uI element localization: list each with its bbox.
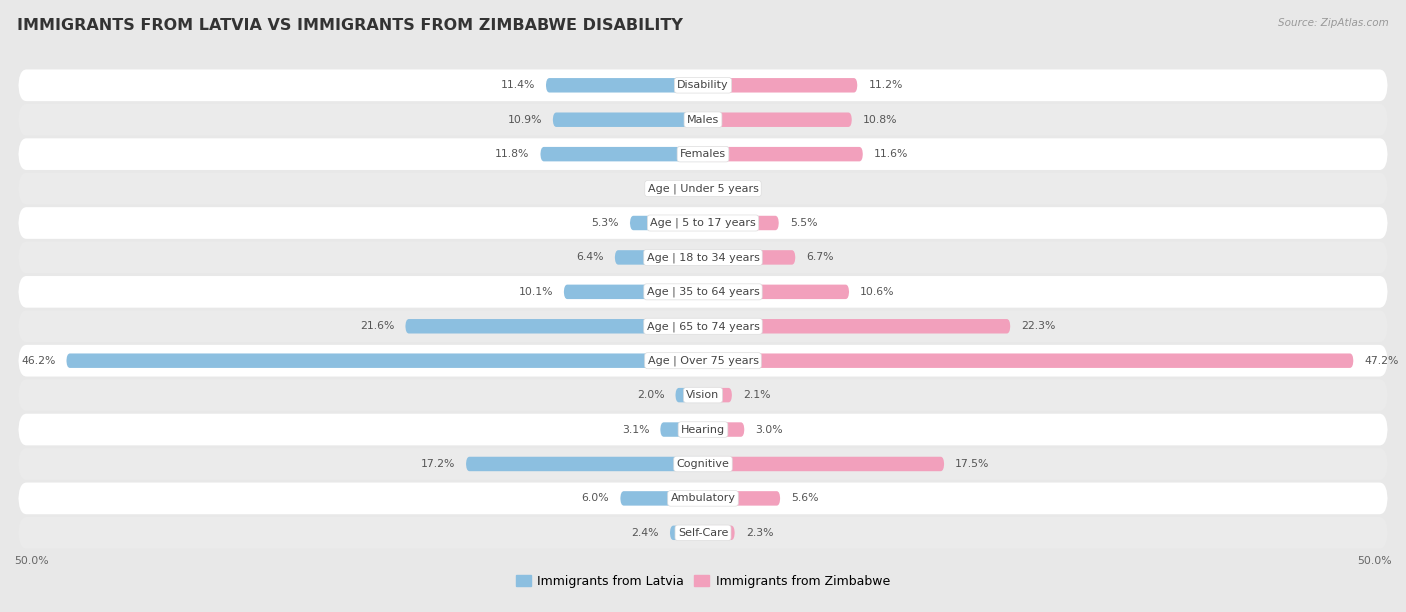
FancyBboxPatch shape [669,526,703,540]
Text: Vision: Vision [686,390,720,400]
FancyBboxPatch shape [18,517,1388,549]
Text: 10.1%: 10.1% [519,287,553,297]
FancyBboxPatch shape [18,138,1388,170]
FancyBboxPatch shape [703,285,849,299]
FancyBboxPatch shape [540,147,703,162]
Text: 50.0%: 50.0% [1357,556,1392,566]
FancyBboxPatch shape [18,482,1388,514]
FancyBboxPatch shape [686,181,703,196]
Text: 2.3%: 2.3% [745,528,773,538]
Text: 11.6%: 11.6% [875,149,908,159]
Text: Age | 5 to 17 years: Age | 5 to 17 years [650,218,756,228]
Text: Age | 65 to 74 years: Age | 65 to 74 years [647,321,759,332]
Text: 2.4%: 2.4% [631,528,659,538]
FancyBboxPatch shape [18,448,1388,480]
Text: 46.2%: 46.2% [21,356,55,366]
Text: Age | Under 5 years: Age | Under 5 years [648,184,758,194]
FancyBboxPatch shape [465,457,703,471]
Text: 2.0%: 2.0% [637,390,665,400]
FancyBboxPatch shape [703,491,780,506]
FancyBboxPatch shape [18,104,1388,135]
FancyBboxPatch shape [18,69,1388,101]
Text: 10.8%: 10.8% [863,114,897,125]
Text: 5.3%: 5.3% [592,218,619,228]
FancyBboxPatch shape [703,250,796,264]
FancyBboxPatch shape [18,379,1388,411]
Text: Cognitive: Cognitive [676,459,730,469]
Text: Males: Males [688,114,718,125]
FancyBboxPatch shape [405,319,703,334]
FancyBboxPatch shape [18,242,1388,273]
Text: Females: Females [681,149,725,159]
Text: 1.2%: 1.2% [731,184,758,193]
FancyBboxPatch shape [18,173,1388,204]
Text: 21.6%: 21.6% [360,321,394,331]
Text: 22.3%: 22.3% [1021,321,1056,331]
FancyBboxPatch shape [66,354,703,368]
FancyBboxPatch shape [703,147,863,162]
Text: 6.0%: 6.0% [582,493,609,504]
FancyBboxPatch shape [703,181,720,196]
FancyBboxPatch shape [630,216,703,230]
FancyBboxPatch shape [546,78,703,92]
Text: 6.4%: 6.4% [576,252,603,263]
Text: 3.0%: 3.0% [755,425,783,435]
Text: 17.5%: 17.5% [955,459,990,469]
Text: 5.5%: 5.5% [790,218,817,228]
Text: 1.2%: 1.2% [648,184,675,193]
Text: 50.0%: 50.0% [14,556,49,566]
Text: 11.8%: 11.8% [495,149,530,159]
FancyBboxPatch shape [18,345,1388,376]
FancyBboxPatch shape [675,388,703,402]
Text: 11.4%: 11.4% [501,80,534,91]
Legend: Immigrants from Latvia, Immigrants from Zimbabwe: Immigrants from Latvia, Immigrants from … [512,570,894,593]
Text: Age | Over 75 years: Age | Over 75 years [648,356,758,366]
Text: Ambulatory: Ambulatory [671,493,735,504]
Text: Source: ZipAtlas.com: Source: ZipAtlas.com [1278,18,1389,28]
Text: Age | 35 to 64 years: Age | 35 to 64 years [647,286,759,297]
Text: 10.9%: 10.9% [508,114,541,125]
FancyBboxPatch shape [553,113,703,127]
FancyBboxPatch shape [18,310,1388,342]
Text: 10.6%: 10.6% [860,287,894,297]
FancyBboxPatch shape [620,491,703,506]
FancyBboxPatch shape [18,276,1388,308]
FancyBboxPatch shape [703,319,1011,334]
FancyBboxPatch shape [703,354,1354,368]
Text: 3.1%: 3.1% [621,425,650,435]
Text: IMMIGRANTS FROM LATVIA VS IMMIGRANTS FROM ZIMBABWE DISABILITY: IMMIGRANTS FROM LATVIA VS IMMIGRANTS FRO… [17,18,683,34]
FancyBboxPatch shape [703,457,945,471]
Text: Age | 18 to 34 years: Age | 18 to 34 years [647,252,759,263]
FancyBboxPatch shape [614,250,703,264]
FancyBboxPatch shape [18,414,1388,446]
Text: 2.1%: 2.1% [742,390,770,400]
FancyBboxPatch shape [703,388,733,402]
FancyBboxPatch shape [703,78,858,92]
Text: 47.2%: 47.2% [1364,356,1399,366]
Text: Disability: Disability [678,80,728,91]
FancyBboxPatch shape [661,422,703,437]
FancyBboxPatch shape [703,216,779,230]
FancyBboxPatch shape [564,285,703,299]
Text: 17.2%: 17.2% [420,459,456,469]
Text: Self-Care: Self-Care [678,528,728,538]
FancyBboxPatch shape [703,526,735,540]
FancyBboxPatch shape [703,113,852,127]
Text: Hearing: Hearing [681,425,725,435]
FancyBboxPatch shape [18,207,1388,239]
FancyBboxPatch shape [703,422,744,437]
Text: 11.2%: 11.2% [869,80,903,91]
Text: 6.7%: 6.7% [807,252,834,263]
Text: 5.6%: 5.6% [792,493,818,504]
